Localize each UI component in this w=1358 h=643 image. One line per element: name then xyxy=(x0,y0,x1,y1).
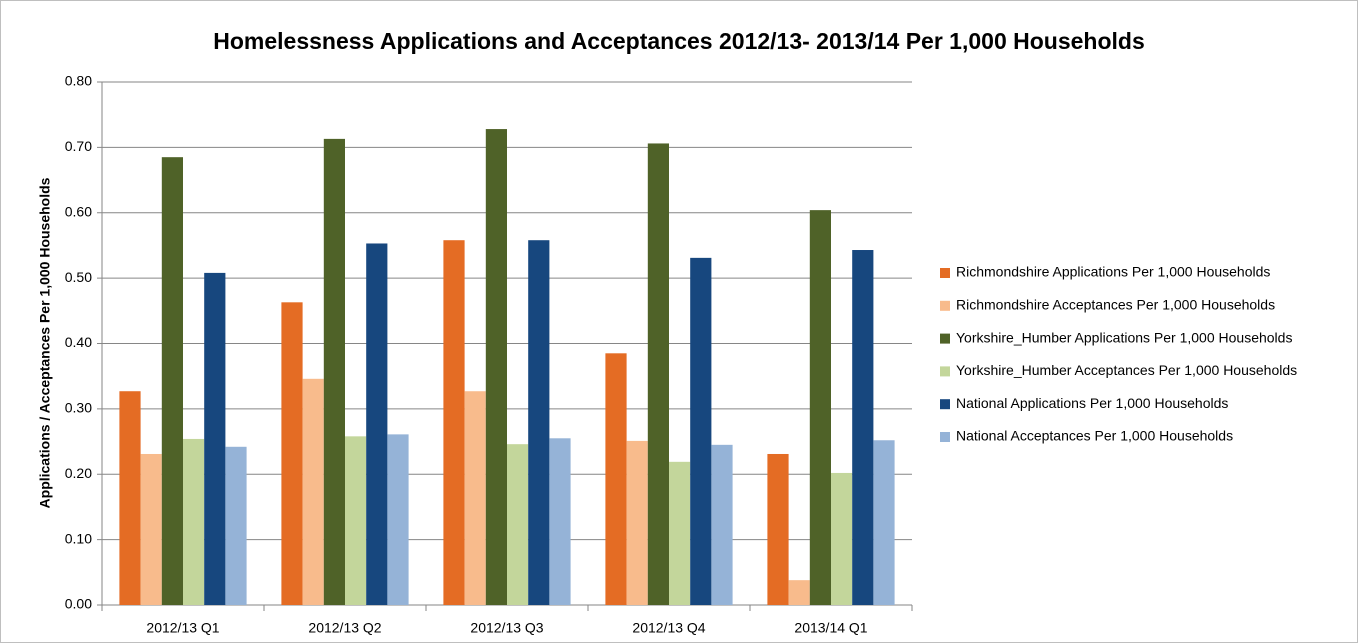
y-tick-label: 0.20 xyxy=(65,465,92,481)
legend-label: Yorkshire_Humber Acceptances Per 1,000 H… xyxy=(956,362,1297,378)
bar xyxy=(549,438,571,605)
bar xyxy=(767,453,789,605)
x-tick-label: 2012/13 Q3 xyxy=(470,620,543,636)
legend-swatch xyxy=(940,300,950,311)
bar xyxy=(366,243,388,605)
bar xyxy=(225,446,247,605)
x-tick-label: 2012/13 Q2 xyxy=(308,620,381,636)
bar xyxy=(281,302,303,605)
bar xyxy=(528,240,550,605)
y-tick-label: 0.10 xyxy=(65,530,92,546)
bar xyxy=(690,257,712,605)
legend-swatch xyxy=(940,366,950,377)
y-tick-label: 0.60 xyxy=(65,203,92,219)
legend-swatch xyxy=(940,432,950,442)
bar xyxy=(140,453,162,605)
y-tick-label: 0.00 xyxy=(65,596,92,612)
x-tick-label: 2012/13 Q4 xyxy=(632,620,705,636)
bar xyxy=(387,434,409,605)
bar xyxy=(119,391,141,605)
legend-label: National Applications Per 1,000 Househol… xyxy=(956,395,1228,411)
bar xyxy=(788,580,810,605)
bar xyxy=(852,250,874,606)
bar xyxy=(809,210,831,605)
bar xyxy=(711,444,733,605)
bar xyxy=(669,461,691,605)
bar xyxy=(485,129,507,605)
y-tick-label: 0.50 xyxy=(65,269,92,285)
bar xyxy=(443,240,465,605)
legend-swatch xyxy=(940,268,950,278)
bar xyxy=(204,272,226,605)
legend-label: National Acceptances Per 1,000 Household… xyxy=(956,428,1233,444)
bar xyxy=(345,436,367,605)
legend-label: Yorkshire_Humber Applications Per 1,000 … xyxy=(956,329,1292,345)
chart-title: Homelessness Applications and Acceptance… xyxy=(213,28,1145,54)
y-tick-label: 0.70 xyxy=(65,138,92,154)
bar xyxy=(647,143,669,605)
legend-label: Richmondshire Applications Per 1,000 Hou… xyxy=(956,264,1270,280)
bar xyxy=(507,444,529,605)
bar xyxy=(605,353,627,605)
bar xyxy=(323,138,345,605)
bar xyxy=(873,440,895,605)
y-tick-label: 0.30 xyxy=(65,400,92,416)
x-tick-label: 2012/13 Q1 xyxy=(146,620,219,636)
y-axis-title: Applications / Acceptances Per 1,000 Hou… xyxy=(37,177,53,508)
x-tick-label: 2013/14 Q1 xyxy=(794,620,867,636)
y-tick-label: 0.40 xyxy=(65,334,92,350)
bar xyxy=(464,391,486,605)
bar xyxy=(161,157,183,605)
bar xyxy=(302,378,324,605)
legend-swatch xyxy=(940,399,950,410)
bar xyxy=(626,440,648,605)
bar xyxy=(183,438,205,605)
bar xyxy=(831,472,853,605)
legend-swatch xyxy=(940,333,950,344)
y-tick-label: 0.80 xyxy=(65,73,92,89)
legend-label: Richmondshire Acceptances Per 1,000 Hous… xyxy=(956,297,1275,313)
